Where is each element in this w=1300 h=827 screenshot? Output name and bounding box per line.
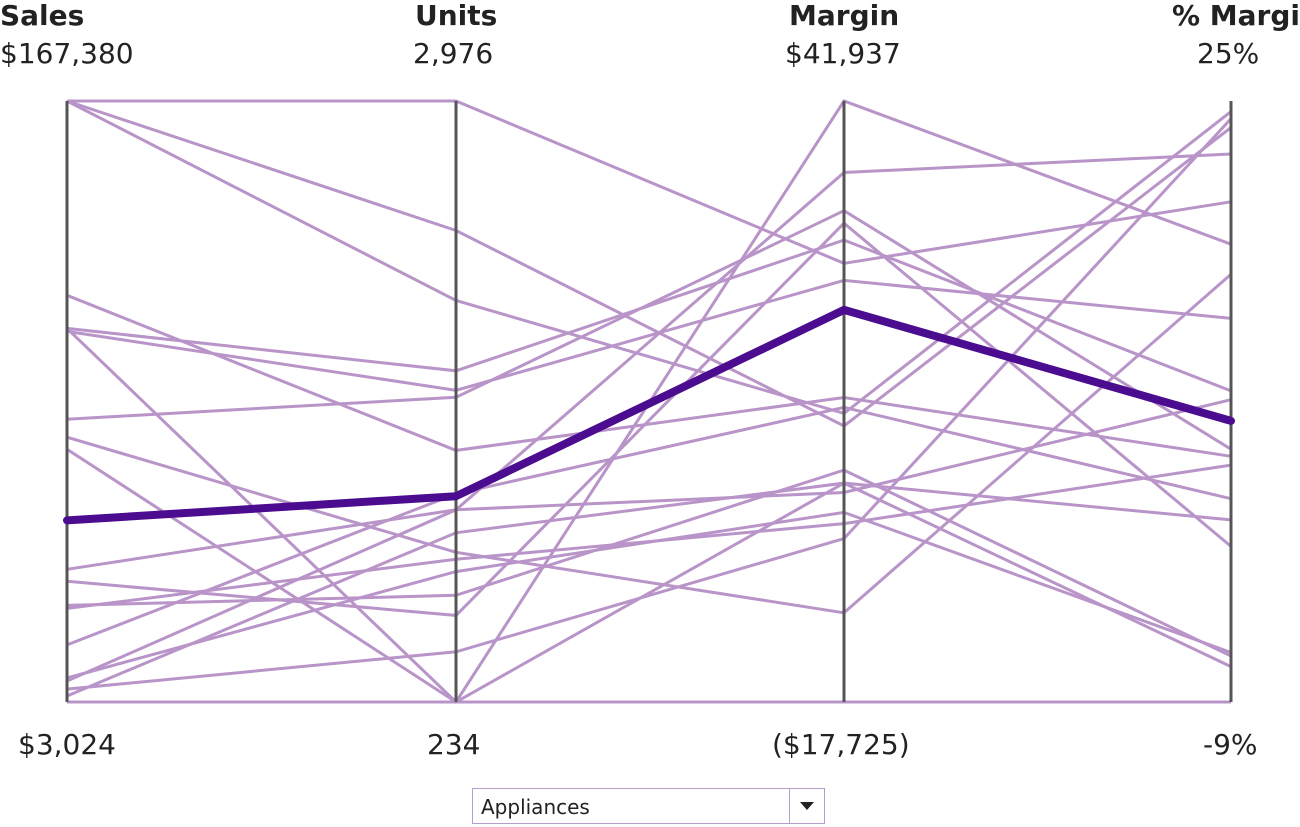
series-line-12 xyxy=(66,221,1232,617)
series-line-3 xyxy=(66,99,1232,428)
axis-max-pct-margin: 25% xyxy=(1197,37,1260,70)
axis-max-margin: $41,937 xyxy=(785,37,901,70)
series-line-5 xyxy=(66,293,1232,458)
dropdown-button[interactable] xyxy=(789,789,824,823)
series-line-18 xyxy=(66,117,1233,691)
highlighted-series xyxy=(63,305,1235,525)
axis-lines xyxy=(65,101,1233,702)
axis-title-units: Units xyxy=(415,0,498,32)
series-line-2 xyxy=(66,99,1232,416)
axis-min-units: 234 xyxy=(427,728,481,761)
series-line-1 xyxy=(67,99,1232,265)
category-filter-dropdown[interactable]: Appliances xyxy=(472,788,825,824)
series-line-13 xyxy=(66,468,1232,658)
series-line-11 xyxy=(66,398,1232,571)
series-line-4 xyxy=(65,327,1232,704)
series-line-14 xyxy=(66,481,1232,698)
axis-title-sales: Sales xyxy=(0,0,85,32)
axis-min-sales: $3,024 xyxy=(18,728,116,761)
series-line-10 xyxy=(66,447,1231,704)
series-line-17 xyxy=(66,152,1232,683)
axis-min-pct-margin: -9% xyxy=(1203,728,1258,761)
axis-min-margin: ($17,725) xyxy=(772,728,910,761)
parallel-coordinates-chart xyxy=(63,99,1235,704)
axis-title-margin: Margin xyxy=(789,0,900,32)
series-line-16 xyxy=(66,463,1232,610)
axis-title-pct-margin: % Margin xyxy=(1172,0,1300,32)
highlighted-series-line[interactable] xyxy=(63,305,1235,525)
series-line-19 xyxy=(66,510,1232,680)
chevron-down-icon xyxy=(800,802,814,810)
category-filter-value: Appliances xyxy=(481,795,590,819)
series-line-8 xyxy=(66,273,1232,615)
series-line-6 xyxy=(66,278,1232,392)
axis-max-sales: $167,380 xyxy=(0,37,134,70)
series-line-15 xyxy=(66,405,1232,647)
axis-max-units: 2,976 xyxy=(413,37,494,70)
